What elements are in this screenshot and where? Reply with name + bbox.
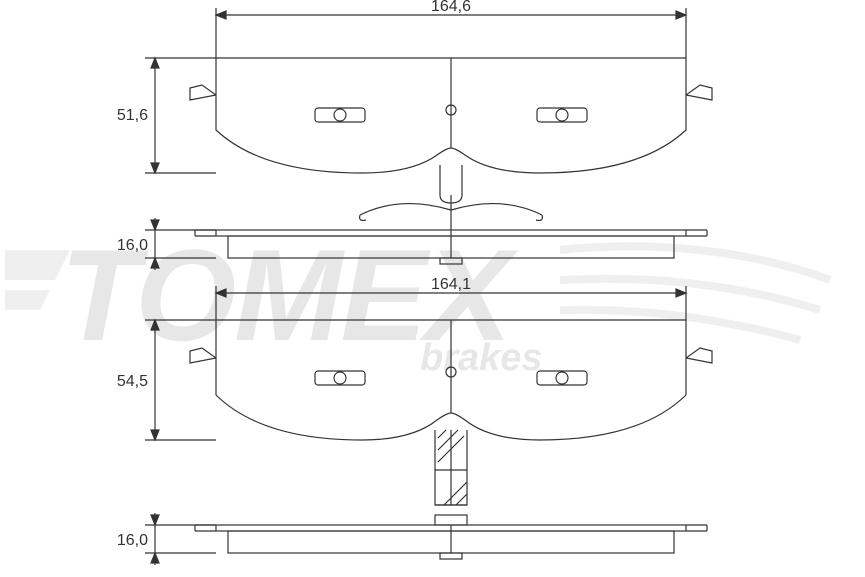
dim-height-a: 51,6 — [117, 58, 216, 173]
dim-width-a-label: 164,6 — [431, 0, 471, 15]
dim-thick-a-label: 16,0 — [117, 237, 148, 254]
pad-b-side: 16,0 — [117, 513, 707, 565]
dim-width-b-label: 164,1 — [431, 276, 471, 293]
dim-width-a: 164,6 — [216, 0, 686, 58]
pad-a-front: 164,6 51,6 — [117, 0, 712, 203]
watermark-text-sub: brakes — [420, 337, 543, 379]
dim-height-b-label: 54,5 — [117, 373, 148, 390]
diagram-canvas: TOMEX brakes 164,6 51,6 — [0, 0, 865, 577]
dim-thick-b: 16,0 — [117, 513, 216, 565]
dim-thick-b-label: 16,0 — [117, 532, 148, 549]
dim-height-a-label: 51,6 — [117, 107, 148, 124]
